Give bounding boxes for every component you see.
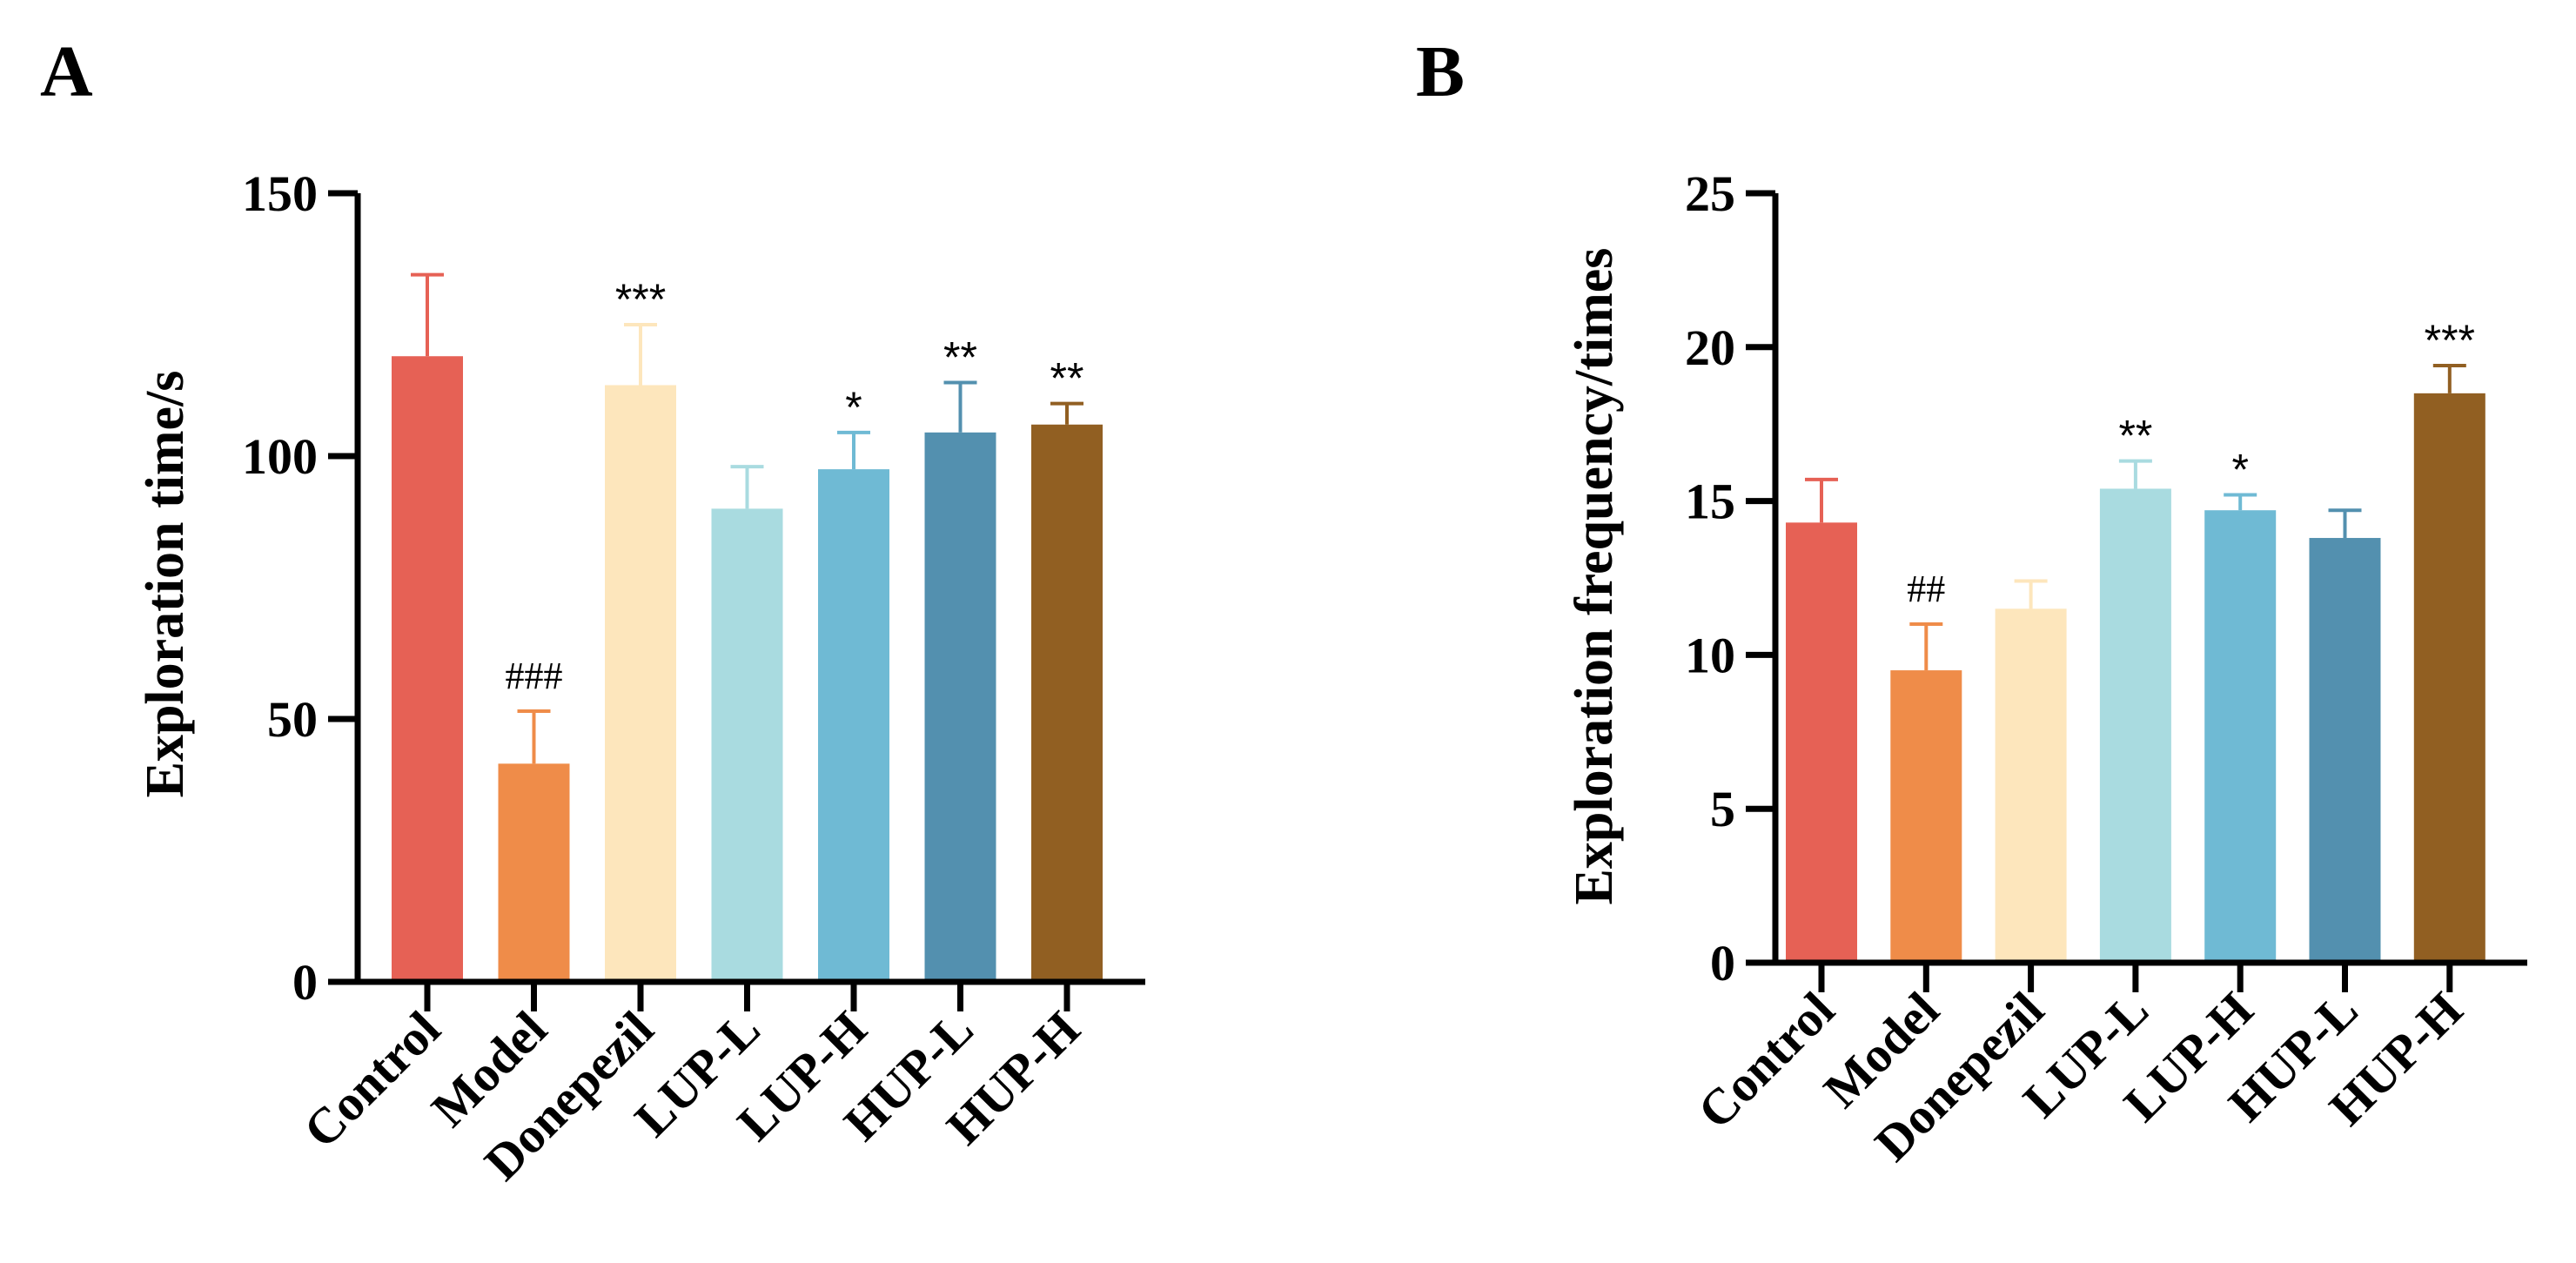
bar-a-1 [498,763,570,982]
y-tick-label-a-2: 100 [242,428,318,485]
category-labels-b: ControlModelDonepezilLUP-LLUP-HHUP-LHUP-… [1687,963,2473,1172]
bar-b-6 [2413,393,2485,964]
significance-a-6: ** [1050,354,1084,403]
bar-b-5 [2309,538,2381,963]
y-tick-label-b-0: 0 [1710,935,1735,991]
y-tick-label-b-4: 20 [1685,319,1735,376]
bar-b-1 [1890,670,1962,963]
y-ticks-b: 0 5 10 15 20 25 [1685,165,1775,991]
y-tick-label-a-0: 0 [292,954,318,1011]
bar-a-2 [605,385,676,983]
significance-a-5: ** [943,333,977,381]
bar-b-0 [1786,522,1857,963]
significance-labels-b: ##****** [1907,316,2475,610]
error-bars-a [411,272,1083,764]
significance-a-4: * [845,383,862,432]
category-labels-a: ControlModelDonepezilLUP-LLUP-HHUP-LHUP-… [292,982,1090,1191]
bar-a-5 [924,432,996,982]
y-tick-label-a-1: 50 [267,691,318,748]
bar-a-6 [1031,424,1103,982]
panel-label-b: B [1416,31,1465,112]
significance-b-1: ## [1907,568,1945,610]
panel-label-a: A [40,31,93,112]
significance-b-3: ** [2118,412,2152,460]
y-tick-label-b-5: 25 [1685,165,1735,222]
significance-b-4: * [2231,446,2248,494]
significance-a-2: *** [615,275,666,324]
y-ticks-a: 0 50 100 150 [242,165,358,1011]
category-label-a-0: Control [292,1000,451,1159]
significance-b-6: *** [2425,316,2475,365]
bar-b-4 [2204,510,2277,963]
bars-a [392,356,1103,983]
axes-b [1772,193,2527,966]
chart-panel-b: B Exploration frequency/times 0 5 10 15 20 25… [1416,31,2527,1172]
bars-b [1786,393,2485,964]
error-bars-b [1805,364,2466,671]
significance-labels-a: ###****** ** [506,275,1084,697]
category-label-b-0: Control [1687,981,1845,1139]
axes-a [354,193,1145,985]
bar-a-0 [392,356,463,982]
bar-b-2 [1995,608,2067,963]
bar-a-3 [711,508,783,982]
y-tick-label-a-3: 150 [242,165,318,222]
bar-b-3 [2099,488,2171,963]
bar-a-4 [818,469,889,982]
y-tick-label-b-3: 15 [1685,474,1735,530]
y-axis-label-a: Exploration time/s [136,371,195,798]
y-tick-label-b-2: 10 [1685,627,1735,683]
y-tick-label-b-1: 5 [1710,781,1735,837]
significance-a-1: ### [506,655,563,697]
y-axis-label-b: Exploration frequency/times [1565,248,1624,905]
